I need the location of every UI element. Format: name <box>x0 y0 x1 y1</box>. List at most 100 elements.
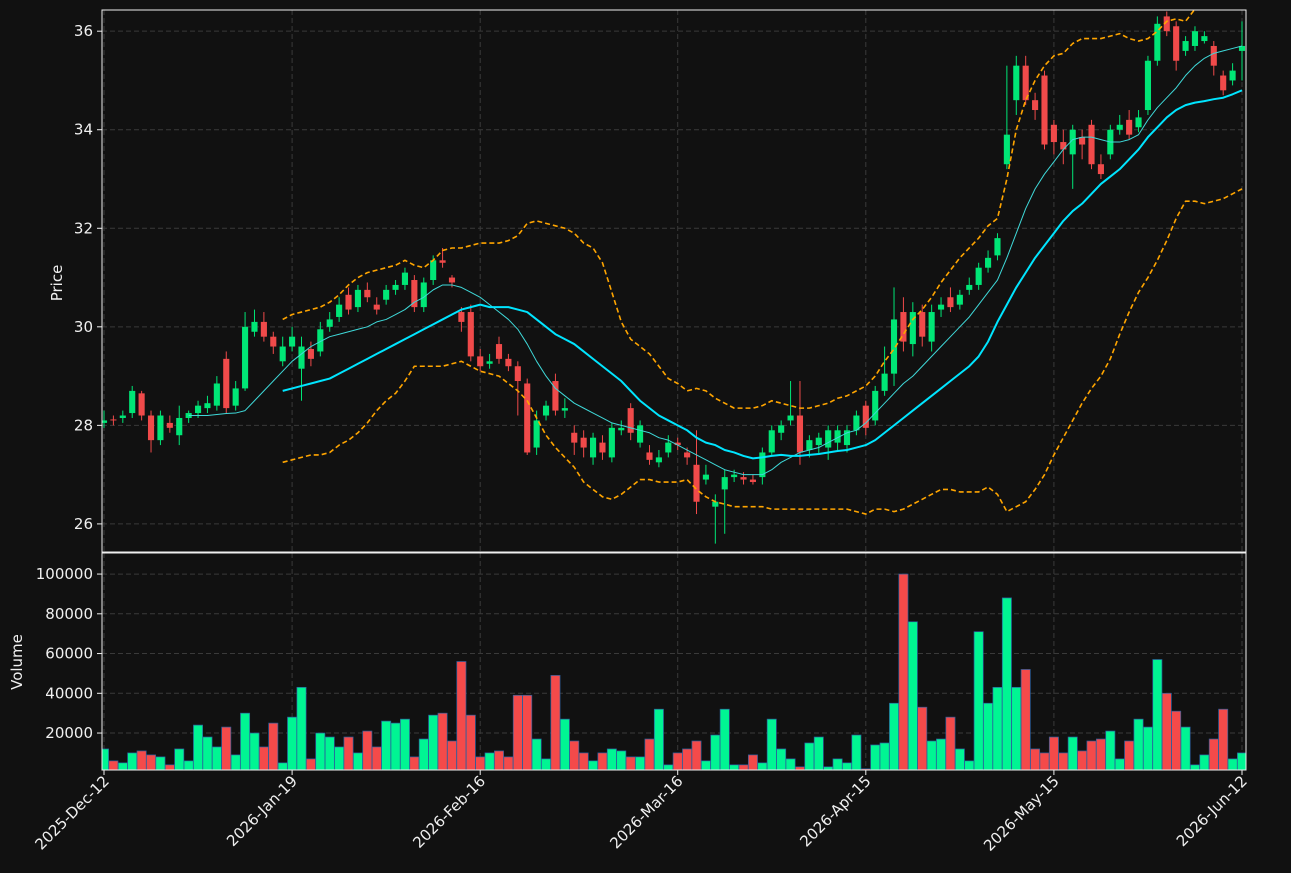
candle-body <box>825 430 832 448</box>
volume-bar <box>804 742 815 770</box>
candle-body <box>1220 75 1227 91</box>
candle-body <box>542 405 550 416</box>
volume-bar <box>1067 736 1078 770</box>
candle-body <box>326 319 333 327</box>
volume-bar <box>334 746 345 770</box>
candle-body <box>1060 142 1067 150</box>
y-tick-label: 30 <box>74 318 93 336</box>
candle-body <box>655 457 662 463</box>
volume-bar <box>1227 758 1238 770</box>
candle-body <box>1238 45 1246 51</box>
volume-bar <box>606 748 617 770</box>
volume-bar <box>117 762 128 770</box>
volume-bar <box>936 738 946 770</box>
volume-bar <box>1030 748 1041 770</box>
candle-body <box>1079 137 1086 145</box>
candle-body <box>533 420 540 448</box>
volume-bar <box>1218 708 1229 770</box>
moving-average-line <box>282 89 1243 460</box>
candle-body <box>853 415 860 431</box>
volume-bar <box>240 712 251 770</box>
candle-body <box>956 294 963 305</box>
volume-bar <box>1237 752 1246 770</box>
volume-bar <box>653 708 664 770</box>
volume-bar <box>588 760 599 770</box>
volume-bar <box>917 706 928 770</box>
candle-body <box>505 358 512 367</box>
volume-bar <box>559 718 570 770</box>
candle-body <box>383 289 390 300</box>
candle-body <box>590 437 597 458</box>
volume-bar <box>1199 754 1210 770</box>
candle-body <box>571 432 578 443</box>
volume-bar <box>277 762 288 770</box>
volume-bar <box>1077 750 1088 770</box>
volume-bar <box>211 746 222 770</box>
volume-bar <box>456 661 467 770</box>
volume-bar <box>898 573 909 770</box>
candle-body <box>279 346 286 362</box>
volume-bar <box>973 631 984 770</box>
candle-body <box>646 452 653 460</box>
volume-tick-label: 60000 <box>45 645 93 663</box>
volume-bar <box>174 748 185 770</box>
volume-axis-label: Volume <box>8 634 26 690</box>
candle-body <box>994 238 1001 256</box>
candle-body <box>787 415 794 421</box>
candle-body <box>796 415 804 453</box>
volume-tick-label: 80000 <box>45 605 93 623</box>
candle-body <box>815 437 822 446</box>
candle-body <box>119 415 126 418</box>
volume-bar <box>127 752 138 770</box>
volume-bar <box>889 702 899 770</box>
volume-bar <box>983 702 994 770</box>
candle-body <box>608 427 615 458</box>
volume-bar <box>202 736 213 770</box>
volume-bar <box>108 760 119 770</box>
volume-bar <box>447 740 457 770</box>
price-layer <box>102 11 1246 544</box>
volume-frame <box>101 552 1247 771</box>
volume-bar <box>663 764 674 770</box>
volume-bar <box>494 750 504 770</box>
volume-bar <box>418 738 429 770</box>
candle-body <box>524 383 531 453</box>
volume-bar <box>747 754 758 770</box>
candle-body <box>1097 164 1104 175</box>
candle-body <box>194 405 202 414</box>
band-line <box>282 188 1243 515</box>
candle-body <box>232 388 239 406</box>
volume-bar <box>1114 758 1125 770</box>
candle-body <box>223 358 230 409</box>
candle-body <box>712 501 719 507</box>
candle-body <box>1163 16 1170 32</box>
volume-bar <box>465 714 476 770</box>
candle-body <box>147 415 155 441</box>
volume-bar <box>992 686 1003 770</box>
candle-body <box>618 427 625 431</box>
candle-body <box>947 297 954 308</box>
volume-bar <box>813 736 824 770</box>
volume-bar <box>522 694 533 770</box>
volume-bar <box>324 736 335 770</box>
volume-bar <box>578 752 589 770</box>
volume-bar <box>766 718 777 770</box>
volume-bar <box>879 742 890 770</box>
candle-body <box>102 420 108 423</box>
y-tick-label: 32 <box>74 219 93 237</box>
candle-body <box>1069 129 1076 155</box>
candle-body <box>909 312 916 345</box>
volume-bar <box>164 764 175 770</box>
candle-body <box>317 329 324 352</box>
candle-body <box>448 277 456 283</box>
volume-tick-label: 40000 <box>45 684 93 702</box>
y-axis-label: Price <box>48 265 66 302</box>
candle-body <box>1088 124 1095 165</box>
volume-tick-label: 20000 <box>45 724 93 742</box>
candle-body <box>213 383 220 406</box>
candle-body <box>176 417 183 436</box>
volume-bar <box>371 746 382 770</box>
candle-body <box>307 348 314 359</box>
candle-body <box>684 452 691 458</box>
candle-body <box>430 260 437 281</box>
